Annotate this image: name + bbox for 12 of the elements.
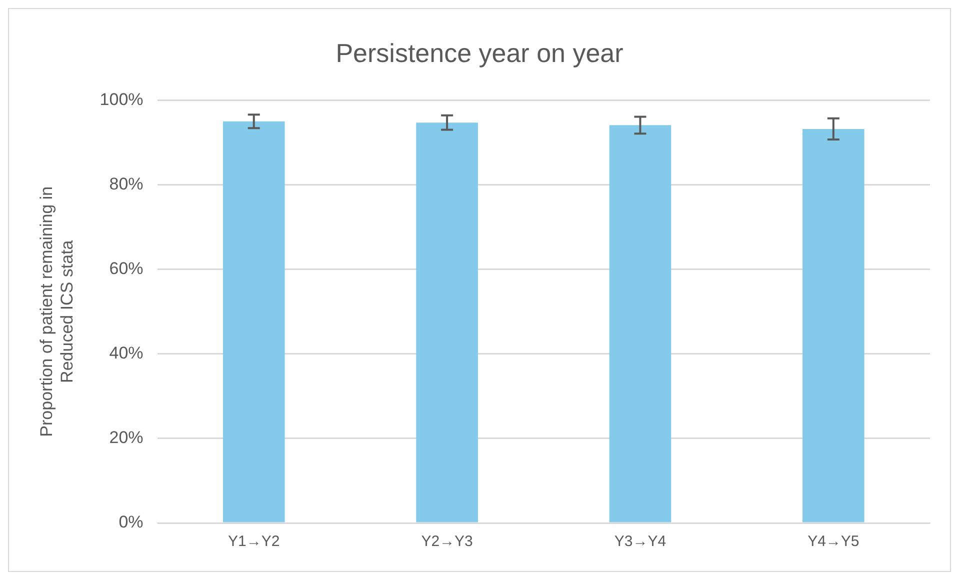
y-tick-label: 40% <box>109 344 144 363</box>
x-tick-label: Y3→Y4 <box>614 533 666 550</box>
chart-title: Persistence year on year <box>336 38 624 68</box>
x-tick-label: Y4→Y5 <box>808 533 860 550</box>
y-tick-label: 60% <box>109 259 144 278</box>
x-tick-label: Y2→Y3 <box>421 533 473 550</box>
y-tick-label: 80% <box>109 174 144 194</box>
x-tick-label: Y1→Y2 <box>228 533 280 550</box>
y-tick-label: 100% <box>100 90 144 109</box>
y-tick-label: 20% <box>109 428 144 448</box>
y-axis-title: Proportion of patient remaining in Reduced ICS stata <box>36 186 76 437</box>
y-tick-label: 0% <box>118 512 144 532</box>
